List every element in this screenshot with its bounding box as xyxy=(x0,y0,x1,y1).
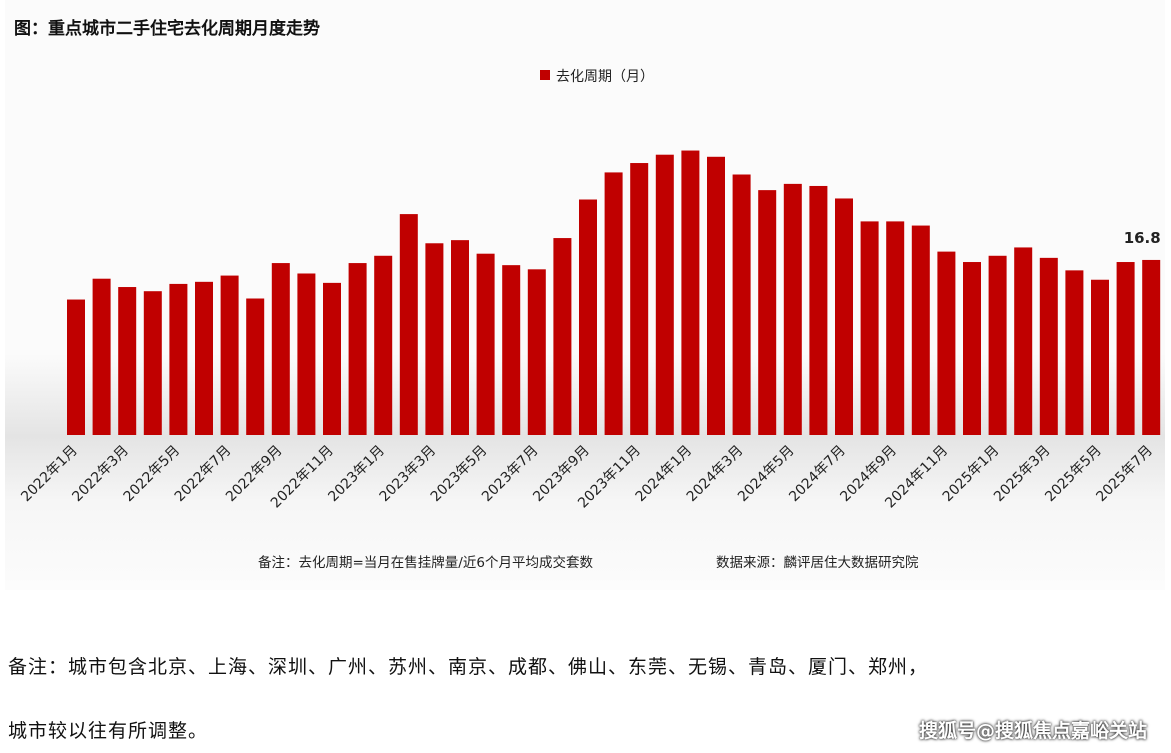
chart-source: 数据来源：麟评居住大数据研究院 xyxy=(716,555,919,571)
bar xyxy=(451,240,469,435)
bar xyxy=(630,163,649,435)
bar xyxy=(476,253,495,435)
bar xyxy=(911,225,930,435)
watermark: 搜狐号@搜狐焦点嘉峪关站 xyxy=(918,720,1147,742)
bar xyxy=(143,291,162,435)
bar xyxy=(374,255,393,435)
data-label: 16.8 xyxy=(1124,229,1161,247)
bar xyxy=(1039,257,1058,435)
bar xyxy=(271,263,290,435)
bar xyxy=(758,190,777,435)
bar xyxy=(1014,247,1033,435)
bar xyxy=(553,238,572,435)
bar xyxy=(604,172,623,435)
footer-note-line2: 城市较以往有所调整。 xyxy=(8,720,209,742)
bar xyxy=(937,251,956,435)
legend-swatch xyxy=(540,70,550,80)
bar xyxy=(1091,279,1109,435)
bar xyxy=(835,198,853,435)
bar xyxy=(579,199,597,435)
footer-note-line1: 备注：城市包含北京、上海、深圳、广州、苏州、南京、成都、佛山、东莞、无锡、青岛、… xyxy=(8,656,929,678)
bar xyxy=(707,156,725,435)
bar xyxy=(1065,270,1084,435)
bar xyxy=(732,174,751,435)
bar-chart: 去化周期（月） 2022年1月2022年3月2022年5月2022年7月2022… xyxy=(18,69,1161,571)
bar xyxy=(169,283,188,435)
bar xyxy=(655,154,674,435)
bar xyxy=(783,183,802,435)
bar xyxy=(246,298,265,435)
bar xyxy=(988,255,1007,435)
bar xyxy=(425,243,444,435)
bar xyxy=(297,273,316,435)
bar xyxy=(527,269,546,435)
chart-title: 图：重点城市二手住宅去化周期月度走势 xyxy=(14,19,320,39)
bar xyxy=(1142,259,1161,435)
bar xyxy=(67,299,85,435)
bar xyxy=(220,275,239,435)
legend: 去化周期（月） xyxy=(540,69,654,85)
bar xyxy=(348,263,367,435)
bar xyxy=(809,185,828,435)
bar xyxy=(118,287,137,435)
bar xyxy=(886,221,905,435)
bar xyxy=(195,281,213,435)
legend-label: 去化周期（月） xyxy=(556,69,654,85)
bar xyxy=(92,278,111,435)
bar xyxy=(963,262,981,435)
bar xyxy=(1116,262,1135,435)
bar xyxy=(399,214,418,435)
bar xyxy=(681,150,700,435)
bar xyxy=(860,221,879,435)
chart-note: 备注：去化周期=当月在售挂牌量/近6个月平均成交套数 xyxy=(258,554,593,571)
bar xyxy=(502,265,521,435)
bar xyxy=(323,282,341,435)
